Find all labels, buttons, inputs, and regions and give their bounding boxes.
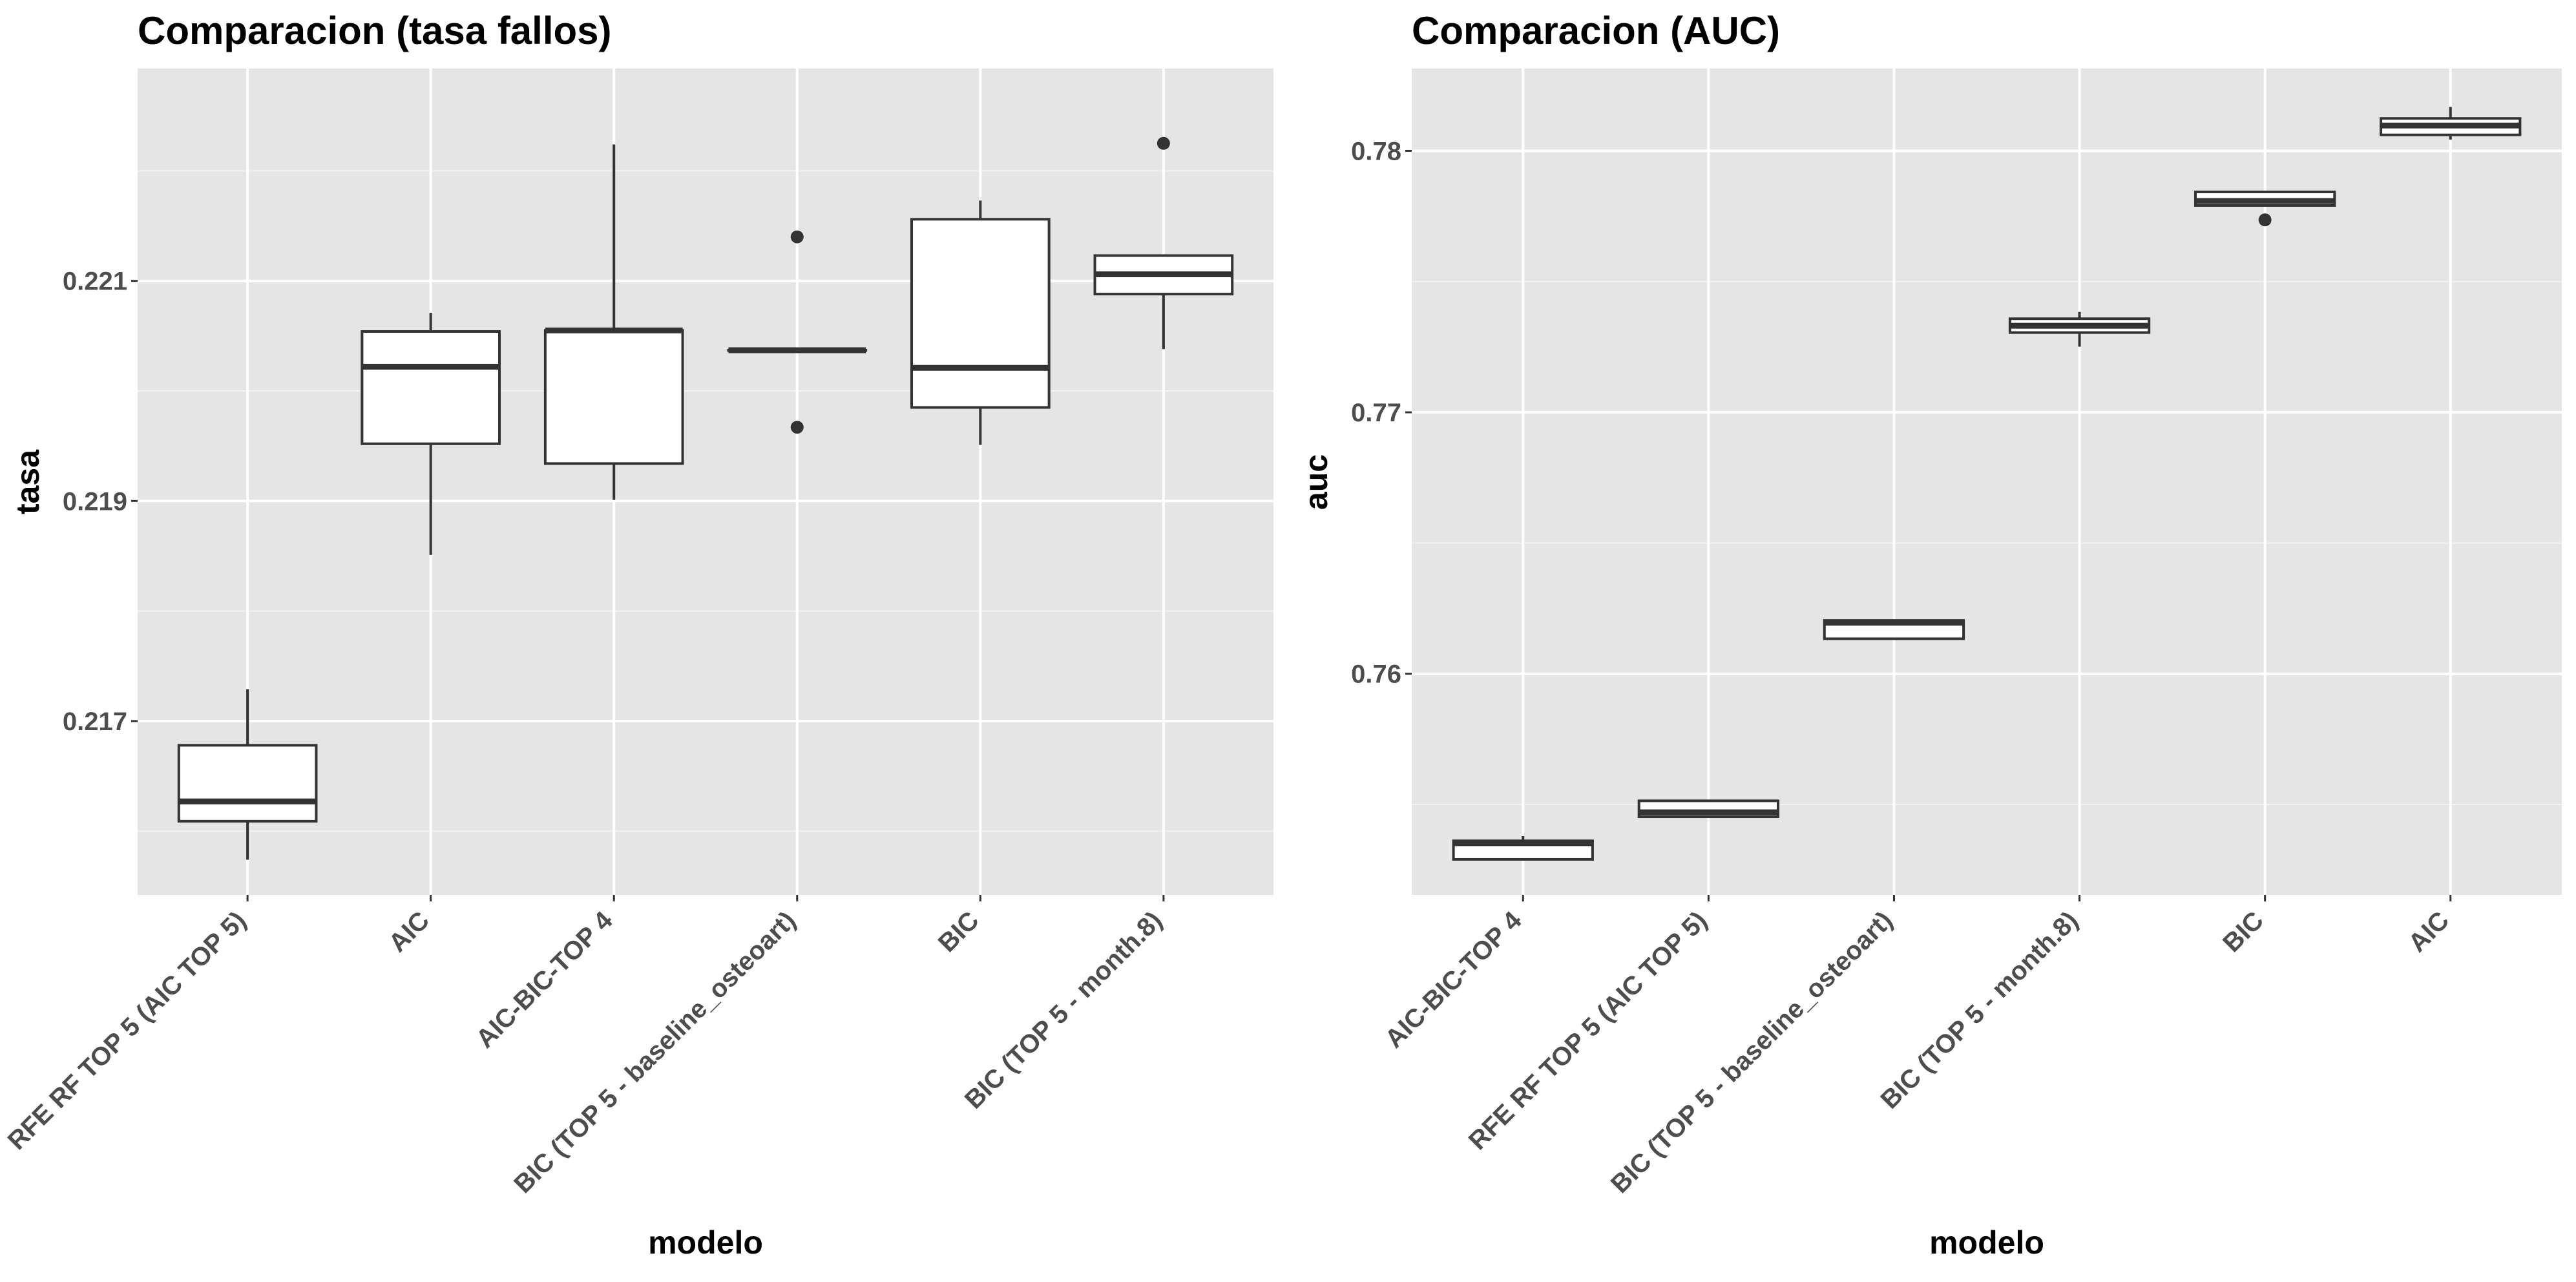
y-tick-label: 0.217 bbox=[63, 708, 127, 736]
box-1 bbox=[177, 689, 318, 860]
y-tick-label: 0.76 bbox=[1351, 660, 1401, 689]
chart-title: Comparacion (AUC) bbox=[1412, 9, 1780, 52]
x-axis-title: modelo bbox=[648, 1224, 763, 1261]
box-6 bbox=[2380, 107, 2522, 140]
chart-title: Comparacion (tasa fallos) bbox=[138, 9, 612, 52]
box-2 bbox=[361, 313, 501, 555]
outlier-point bbox=[1157, 136, 1170, 150]
y-tick-label: 0.77 bbox=[1351, 399, 1401, 427]
box-series bbox=[177, 136, 1234, 860]
box-4 bbox=[727, 230, 868, 434]
outlier-point bbox=[2258, 213, 2272, 227]
box-body bbox=[361, 330, 501, 445]
y-tick-label: 0.219 bbox=[63, 487, 127, 516]
y-axis-ticks: 0.217 0.219 0.221 bbox=[63, 268, 138, 736]
box-3 bbox=[1823, 619, 1965, 640]
box-body bbox=[177, 744, 318, 823]
y-axis-title: tasa bbox=[10, 449, 46, 514]
y-axis-title: auc bbox=[1298, 454, 1334, 510]
x-axis-title: modelo bbox=[1929, 1224, 2044, 1261]
box-body bbox=[543, 329, 684, 465]
plot-background bbox=[138, 68, 1273, 895]
plot-background bbox=[1412, 68, 2562, 895]
box-5 bbox=[910, 200, 1051, 445]
y-axis-ticks: 0.76 0.77 0.78 bbox=[1351, 137, 1412, 689]
box-1 bbox=[1452, 835, 1594, 861]
gridlines bbox=[1412, 68, 2562, 895]
box-body bbox=[910, 218, 1051, 409]
outlier-point bbox=[790, 421, 804, 434]
box-5 bbox=[2194, 190, 2336, 227]
box-6 bbox=[1093, 136, 1234, 350]
box-2 bbox=[1637, 799, 1780, 819]
box-3 bbox=[543, 144, 684, 500]
y-tick-label: 0.221 bbox=[63, 268, 127, 296]
box-4 bbox=[2008, 311, 2151, 347]
box-series bbox=[1452, 107, 2522, 861]
outlier-point bbox=[790, 230, 804, 244]
y-tick-label: 0.78 bbox=[1351, 137, 1401, 165]
